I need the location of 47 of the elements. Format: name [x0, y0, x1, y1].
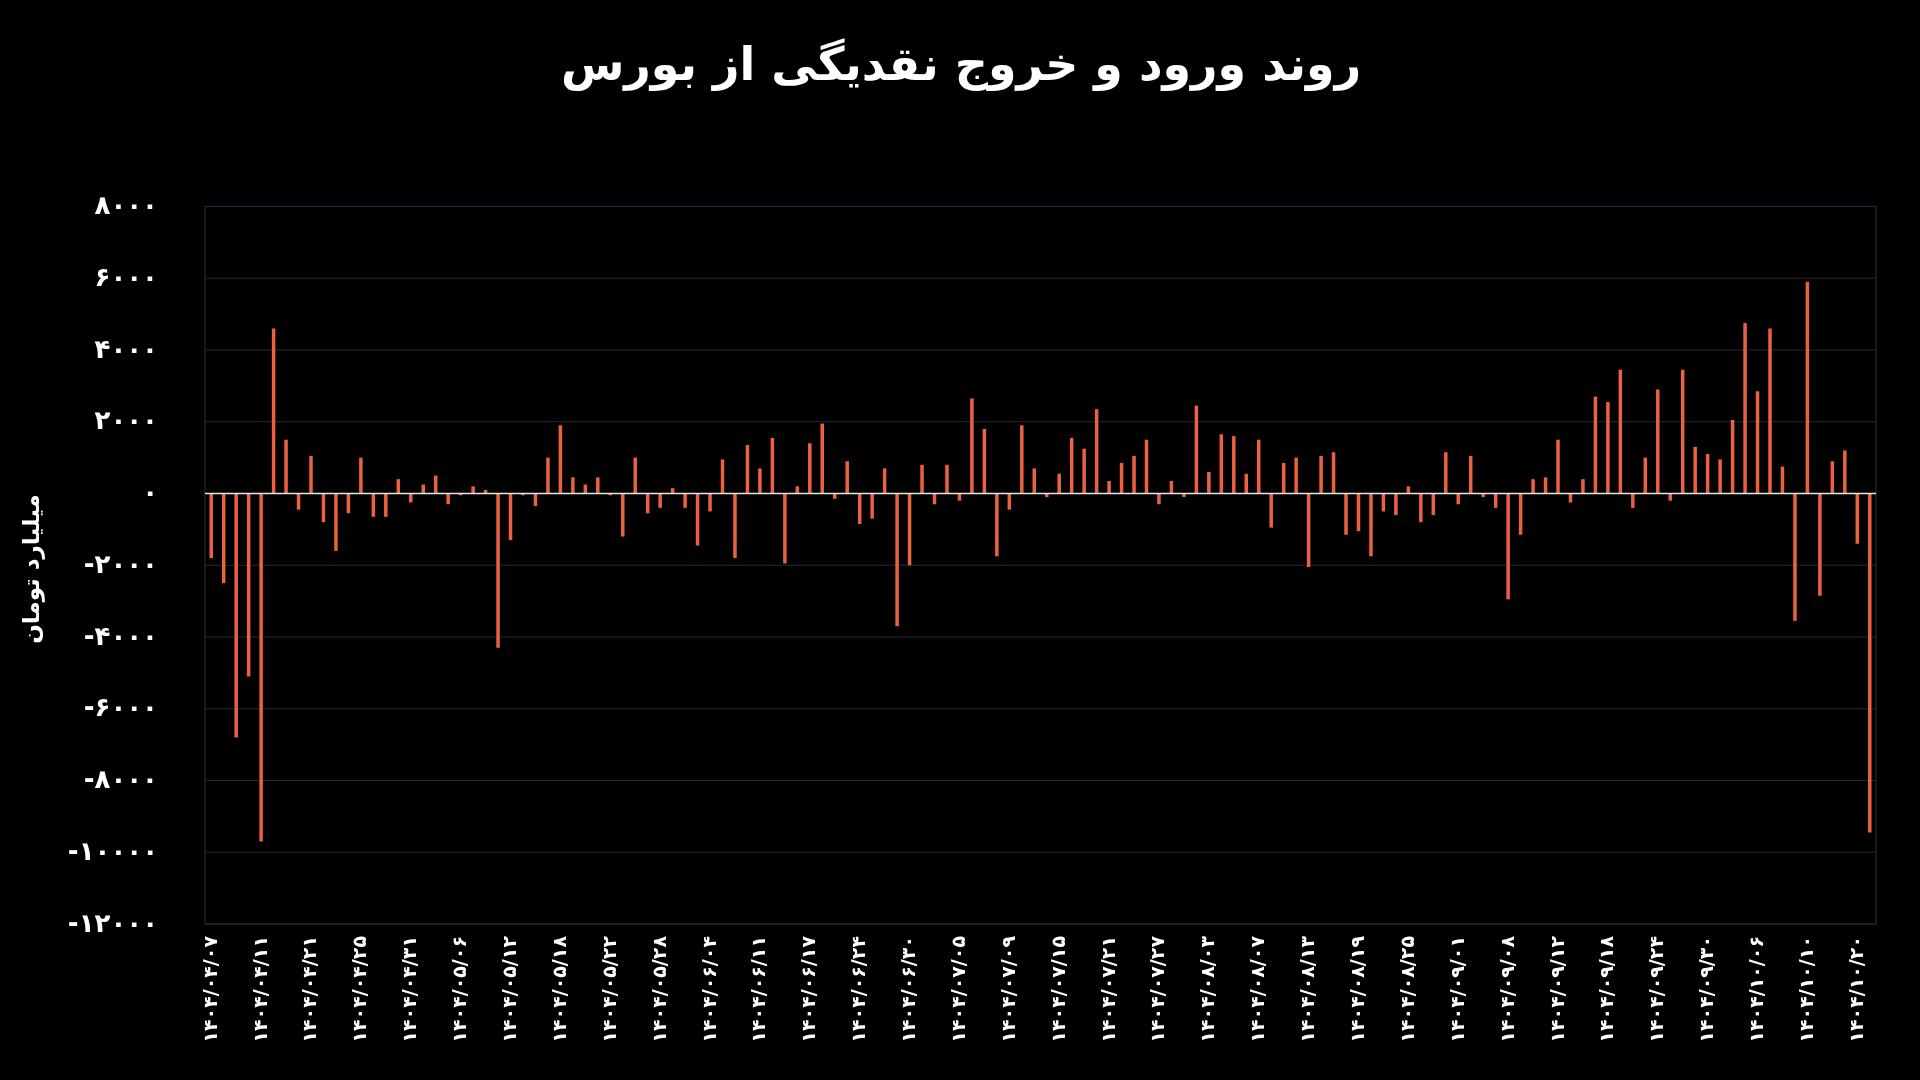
y-tick-label: ۴۰۰۰ — [94, 333, 158, 364]
x-tick-label: ۱۴۰۴/۰۵/۱۸ — [547, 935, 570, 1043]
x-tick-label: ۱۴۰۴/۰۵/۲۸ — [647, 935, 670, 1043]
y-axis-title: میلیارد تومان — [17, 494, 45, 644]
x-tick-label: ۱۴۰۴/۰۵/۱۲ — [498, 935, 521, 1043]
x-tick-label: ۱۴۰۴/۰۵/۲۲ — [597, 935, 620, 1043]
x-tick-label: ۱۴۰۴/۰۹/۳۰ — [1695, 936, 1718, 1043]
x-tick-label: ۱۴۰۴/۰۶/۱۷ — [797, 935, 820, 1043]
y-tick-label: -۶۰۰۰ — [83, 692, 158, 723]
x-tick-label: ۱۴۰۴/۰۹/۰۱ — [1445, 936, 1468, 1043]
x-tick-label: ۱۴۰۴/۰۹/۰۸ — [1495, 935, 1518, 1043]
x-tick-label: ۱۴۰۴/۰۹/۲۴ — [1645, 936, 1668, 1043]
x-tick-label: ۱۴۰۴/۰۴/۲۱ — [298, 936, 321, 1043]
x-tick-label: ۱۴۰۴/۰۷/۱۵ — [1046, 935, 1069, 1043]
x-tick-label: ۱۴۰۴/۱۰/۲۰ — [1844, 936, 1867, 1043]
chart-title: روند ورود و خروج نقدیگی از بورس — [560, 36, 1362, 91]
x-tick-label: ۱۴۰۴/۰۶/۳۰ — [897, 936, 920, 1043]
x-tick-label: ۱۴۰۴/۰۴/۲۵ — [348, 935, 371, 1043]
x-tick-label: ۱۴۰۴/۰۹/۱۲ — [1545, 935, 1568, 1043]
y-tick-label: ۰ — [142, 477, 158, 507]
x-tick-label: ۱۴۰۴/۰۸/۲۵ — [1395, 935, 1418, 1043]
y-tick-label: ۸۰۰۰ — [94, 190, 158, 220]
x-tick-label: ۱۴۰۴/۰۷/۰۵ — [946, 935, 969, 1043]
x-tick-label: ۱۴۰۴/۰۶/۱۱ — [747, 936, 770, 1043]
x-tick-label: ۱۴۰۴/۰۹/۱۸ — [1595, 935, 1618, 1043]
x-tick-label: ۱۴۰۴/۰۶/۰۴ — [697, 936, 720, 1043]
y-tick-label: ۶۰۰۰ — [94, 261, 158, 292]
y-tick-label: -۴۰۰۰ — [83, 620, 158, 651]
x-tick-label: ۱۴۰۴/۰۷/۲۱ — [1096, 936, 1119, 1043]
x-tick-label: ۱۴۰۴/۰۷/۲۷ — [1146, 935, 1169, 1043]
x-tick-label: ۱۴۰۴/۰۶/۲۴ — [847, 936, 870, 1043]
x-tick-label: ۱۴۰۴/۱۰/۱۰ — [1794, 936, 1817, 1043]
y-tick-label: -۱۰۰۰۰ — [67, 835, 158, 866]
x-tick-label: ۱۴۰۴/۰۸/۱۳ — [1296, 935, 1319, 1043]
x-tick-label: ۱۴۰۴/۰۵/۰۶ — [448, 936, 471, 1043]
x-tick-label: ۱۴۰۴/۰۴/۱۱ — [248, 936, 271, 1043]
x-tick-label: ۱۴۰۴/۱۰/۰۶ — [1745, 936, 1768, 1043]
x-tick-label: ۱۴۰۴/۰۷/۰۹ — [996, 935, 1019, 1043]
x-tick-label: ۱۴۰۴/۰۸/۰۷ — [1246, 935, 1269, 1043]
y-tick-label: -۱۲۰۰۰ — [67, 907, 158, 938]
x-tick-label: ۱۴۰۴/۰۸/۱۹ — [1345, 935, 1368, 1043]
x-tick-label: ۱۴۰۴/۰۴/۰۷ — [198, 935, 221, 1043]
y-tick-label: -۲۰۰۰ — [83, 548, 158, 579]
x-tick-label: ۱۴۰۴/۰۸/۰۳ — [1196, 935, 1219, 1043]
x-tick-label: ۱۴۰۴/۰۴/۳۱ — [398, 936, 421, 1043]
y-tick-label: -۸۰۰۰ — [83, 764, 158, 794]
y-tick-label: ۲۰۰۰ — [94, 405, 158, 436]
